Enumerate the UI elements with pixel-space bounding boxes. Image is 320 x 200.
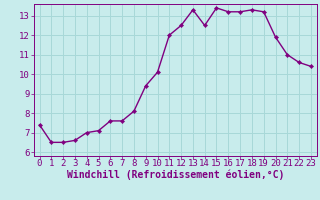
X-axis label: Windchill (Refroidissement éolien,°C): Windchill (Refroidissement éolien,°C) [67, 169, 284, 180]
